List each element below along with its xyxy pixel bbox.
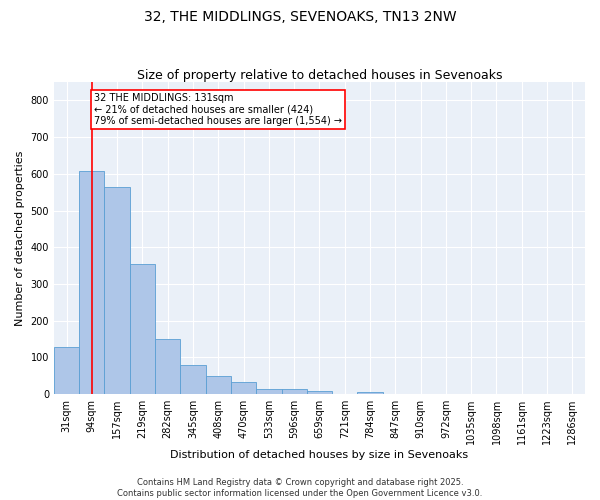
Bar [256,390,281,394]
Y-axis label: Number of detached properties: Number of detached properties [15,150,25,326]
Bar [130,264,155,394]
Bar [206,376,231,394]
Bar [281,390,307,394]
X-axis label: Distribution of detached houses by size in Sevenoaks: Distribution of detached houses by size … [170,450,469,460]
Bar [79,171,104,394]
Bar [181,366,206,394]
Bar [155,339,181,394]
Text: 32 THE MIDDLINGS: 131sqm
← 21% of detached houses are smaller (424)
79% of semi-: 32 THE MIDDLINGS: 131sqm ← 21% of detach… [94,93,343,126]
Bar [104,186,130,394]
Bar [307,391,332,394]
Title: Size of property relative to detached houses in Sevenoaks: Size of property relative to detached ho… [137,69,502,82]
Bar [231,382,256,394]
Text: Contains HM Land Registry data © Crown copyright and database right 2025.
Contai: Contains HM Land Registry data © Crown c… [118,478,482,498]
Bar [54,347,79,394]
Bar [358,392,383,394]
Text: 32, THE MIDDLINGS, SEVENOAKS, TN13 2NW: 32, THE MIDDLINGS, SEVENOAKS, TN13 2NW [143,10,457,24]
